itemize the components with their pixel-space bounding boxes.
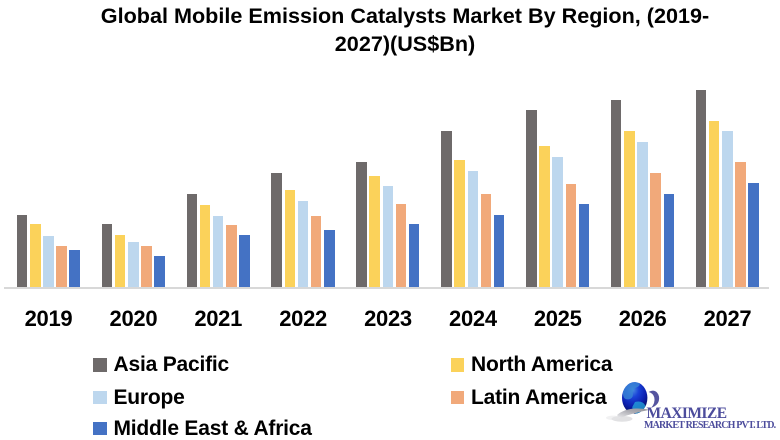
svg-text:MARKET RESEARCH PVT. LTD.: MARKET RESEARCH PVT. LTD. [644, 420, 777, 431]
svg-text:MAXIMIZE: MAXIMIZE [647, 405, 727, 422]
